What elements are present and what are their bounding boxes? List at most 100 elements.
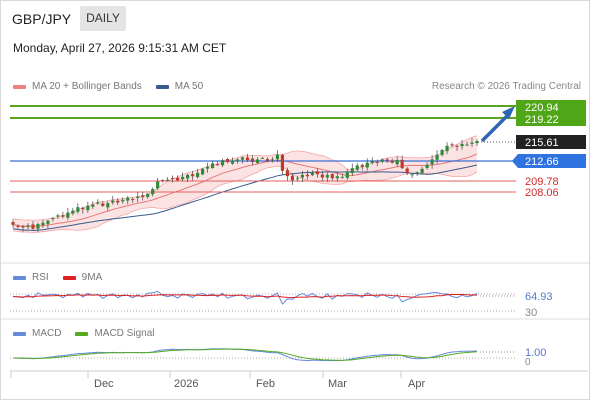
- candle-body: [86, 205, 90, 211]
- candle-body: [205, 166, 210, 169]
- candle-body: [171, 177, 175, 179]
- symbol-title: GBP/JPY: [12, 11, 72, 27]
- candle-body: [470, 142, 474, 144]
- x-tick-feb: Feb: [256, 378, 275, 390]
- candle-body: [430, 159, 434, 165]
- candle-body: [76, 207, 80, 212]
- x-tick-2026: 2026: [174, 378, 198, 390]
- candle-body: [146, 193, 150, 197]
- candle-body: [36, 224, 40, 229]
- candle-body: [300, 174, 304, 178]
- rsi-ma-swatch: [62, 275, 76, 280]
- candle-body: [31, 224, 35, 229]
- candle-body: [405, 168, 409, 173]
- candle-body: [435, 154, 439, 160]
- research-credit: Research © 2026 Trading Central: [431, 81, 581, 92]
- candle-body: [136, 196, 140, 198]
- candle-body: [166, 179, 170, 181]
- candle-body: [290, 175, 294, 181]
- candle-body: [335, 176, 339, 179]
- ma50-swatch: [155, 84, 169, 89]
- candle-body: [26, 225, 30, 228]
- candle-body: [151, 189, 155, 195]
- candle-body: [320, 174, 324, 178]
- timeframe-badge[interactable]: DAILY: [80, 6, 126, 31]
- macd-legend: MACD MACD Signal: [13, 328, 154, 339]
- rsi-legend: RSI 9MA: [13, 272, 102, 283]
- ma50-line: [12, 164, 478, 232]
- candle-body: [265, 159, 270, 161]
- candle-body: [46, 220, 50, 224]
- forecast-arrow-shaft: [480, 113, 510, 143]
- candle-body: [111, 200, 115, 203]
- forecast-arrow-head: [502, 106, 515, 119]
- price-legend: MA 20 + Bollinger Bands MA 50: [13, 81, 203, 92]
- candle-body: [350, 168, 354, 174]
- candle-body: [325, 174, 329, 178]
- candle-body: [121, 199, 125, 202]
- candle-body: [275, 154, 280, 160]
- candle-body: [81, 207, 85, 210]
- candle-body: [450, 144, 454, 146]
- candle-body: [260, 158, 265, 160]
- candle-body: [380, 159, 384, 162]
- price-label-212-66: 212.66: [525, 156, 559, 168]
- datetime-label: Monday, April 27, 2026 9:15:31 AM CET: [13, 41, 227, 55]
- candle-body: [116, 200, 120, 203]
- candle-body: [51, 218, 55, 220]
- candle-body: [91, 204, 95, 207]
- macd-signal-swatch: [75, 331, 89, 336]
- candle-body: [285, 170, 290, 177]
- macd-legend-label: MACD: [32, 328, 62, 339]
- candle-body: [191, 174, 195, 177]
- macd-zero-label: 0: [525, 357, 531, 368]
- candle-body: [16, 226, 20, 228]
- candle-body: [395, 160, 399, 165]
- candle-body: [255, 159, 260, 163]
- price-label-209-78: 209.78: [525, 176, 559, 188]
- price-label-219-22: 219.22: [525, 114, 559, 126]
- ma20-line: [12, 153, 478, 228]
- candle-body: [440, 149, 444, 155]
- candle-body: [420, 168, 424, 173]
- candle-body: [240, 157, 245, 160]
- candle-body: [131, 199, 135, 201]
- candle-body: [96, 202, 100, 204]
- price-label-215-61: 215.61: [525, 137, 559, 149]
- candle-body: [315, 171, 319, 175]
- rsi-level-30-label: 30: [525, 307, 537, 319]
- rsi-ma-line: [12, 294, 478, 299]
- price-badge-212-66: 212.66: [512, 154, 586, 168]
- x-tick-dec: Dec: [94, 378, 114, 390]
- candle-body: [215, 164, 220, 166]
- candle-body: [181, 176, 185, 180]
- candle-body: [230, 160, 235, 164]
- candle-body: [66, 212, 70, 218]
- macd-signal-line: [13, 348, 478, 361]
- candle-body: [330, 174, 334, 179]
- candle-body: [475, 141, 479, 144]
- price-badge-219-22: 219.22: [516, 113, 586, 126]
- macd-value-label: 1.00: [525, 347, 546, 359]
- candle-body: [310, 172, 314, 176]
- rsi-legend-label: RSI: [32, 272, 49, 283]
- rsi-line: [12, 290, 478, 305]
- bollinger-legend-label: MA 20 + Bollinger Bands: [32, 81, 142, 92]
- x-tick-apr: Apr: [408, 378, 425, 390]
- bollinger-lower-line: [12, 165, 478, 234]
- candle-body: [460, 143, 464, 147]
- price-label-208-06: 208.06: [525, 187, 559, 199]
- candle-body: [340, 176, 344, 178]
- candle-body: [196, 172, 200, 178]
- ma50-legend-label: MA 50: [174, 81, 204, 92]
- candle-body: [415, 172, 419, 174]
- candle-body: [465, 144, 469, 146]
- candle-body: [370, 161, 374, 164]
- candle-body: [390, 160, 394, 163]
- candle-body: [385, 159, 389, 161]
- candle-body: [61, 215, 65, 217]
- bollinger-band-fill: [13, 135, 477, 233]
- candle-body: [56, 215, 60, 217]
- candlestick-series: [11, 137, 479, 233]
